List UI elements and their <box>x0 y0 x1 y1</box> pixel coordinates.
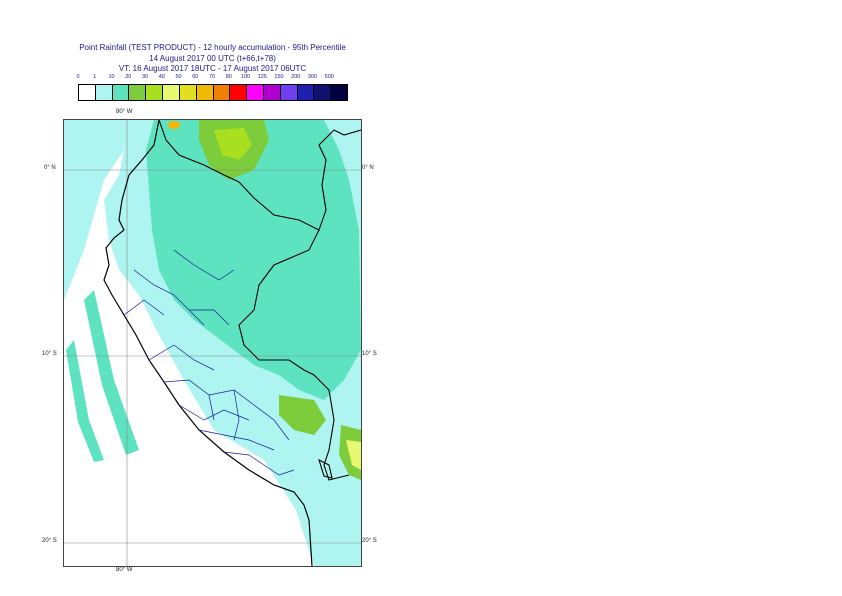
lon-label-top: 80° W <box>116 109 133 115</box>
map-svg <box>64 120 361 566</box>
country-border-east <box>238 229 350 481</box>
country-border-north <box>158 120 361 231</box>
lat-label-right-20: 20° S <box>362 538 377 544</box>
legend-swatch-2 <box>112 85 130 100</box>
color-legend: 0 1 10 20 30 40 50 60 70 80 100 125 150 200 300 500 <box>76 74 348 101</box>
legend-swatch-12 <box>280 85 298 100</box>
legend-swatch-4 <box>146 85 164 100</box>
legend-threshold-20: 20 <box>125 74 132 80</box>
legend-swatch-0 <box>79 85 96 100</box>
yellowgreen-core <box>346 440 361 470</box>
lat-label-left-0: 0° N <box>44 165 56 171</box>
legend-swatch-5 <box>163 85 180 100</box>
legend-threshold-100: 100 <box>240 74 251 80</box>
title-line-1: Point Rainfall (TEST PRODUCT) - 12 hourl… <box>79 43 346 52</box>
green-patch <box>279 395 326 435</box>
title-line-3: VT: 16 August 2017 18UTC - 17 August 201… <box>118 64 307 73</box>
legend-threshold-80: 80 <box>225 74 232 80</box>
legend-threshold-10: 10 <box>108 74 115 80</box>
admin-boundaries <box>123 249 295 476</box>
legend-threshold-300: 300 <box>307 74 318 80</box>
legend-swatch-9 <box>230 85 248 100</box>
legend-threshold-40: 40 <box>158 74 165 80</box>
chart-title-block: Point Rainfall (TEST PRODUCT) - 12 hourl… <box>0 43 425 75</box>
legend-threshold-70: 70 <box>208 74 216 80</box>
legend-swatch-13 <box>297 85 315 100</box>
lake-titicaca <box>318 458 333 479</box>
legend-labels: 0 1 10 20 30 40 50 60 70 80 100 125 150 200 300 500 <box>76 74 348 83</box>
legend-swatch-8 <box>213 85 231 100</box>
title-line-2: 14 August 2017 00 UTC (t+66,t+78) <box>149 53 276 63</box>
legend-swatch-7 <box>196 85 214 100</box>
map-panel <box>63 119 362 567</box>
coastal-streak <box>84 290 139 455</box>
legend-threshold-200: 200 <box>291 74 301 80</box>
legend-threshold-1: 1 <box>93 74 97 80</box>
coastal-streak <box>66 340 104 462</box>
lat-label-right-0: 0° N <box>362 165 374 171</box>
legend-swatch-15 <box>331 85 347 100</box>
legend-threshold-30: 30 <box>141 74 149 80</box>
legend-swatch-11 <box>263 85 281 100</box>
legend-threshold-50: 50 <box>175 74 182 80</box>
lat-label-left-20: 20° S <box>42 538 57 544</box>
land-rain-field <box>146 120 361 400</box>
lat-label-left-10: 10° S <box>42 351 57 357</box>
legend-threshold-150: 150 <box>274 74 284 80</box>
legend-threshold-500: 500 <box>324 74 334 80</box>
legend-threshold-60: 60 <box>192 74 199 80</box>
legend-swatch-10 <box>247 85 264 100</box>
legend-swatch-6 <box>179 85 197 100</box>
legend-threshold-125: 125 <box>257 74 267 80</box>
legend-threshold-0: 0 <box>76 74 80 80</box>
legend-swatch-14 <box>314 85 332 100</box>
lon-label-bottom: 80° W <box>116 567 133 573</box>
orange-core <box>168 121 180 129</box>
yellowgreen-core <box>214 128 252 160</box>
legend-bar <box>78 84 348 101</box>
legend-swatch-3 <box>129 85 147 100</box>
lat-label-right-10: 10° S <box>362 351 377 357</box>
legend-swatch-1 <box>95 85 113 100</box>
